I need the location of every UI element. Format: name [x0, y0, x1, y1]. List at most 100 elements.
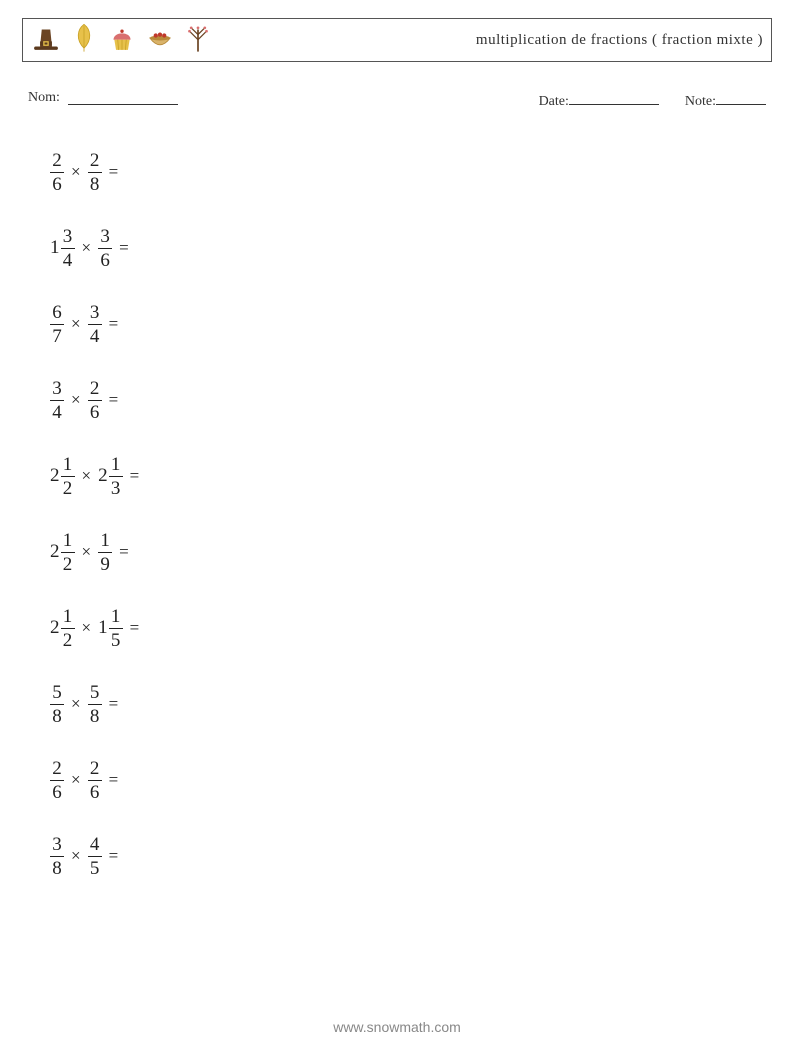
mixed-fraction: 26 [50, 151, 64, 194]
fraction: 12 [61, 607, 75, 650]
fraction: 13 [109, 455, 123, 498]
numerator: 4 [88, 835, 102, 854]
header-icons [29, 21, 215, 60]
fraction-bar [98, 248, 112, 249]
equals-symbol: = [109, 846, 119, 866]
problem-row: 212 × 115 = [50, 590, 772, 666]
problem-row: 67×34= [50, 286, 772, 362]
fraction: 34 [61, 227, 75, 270]
fraction-bar [88, 172, 102, 173]
fraction: 28 [88, 151, 102, 194]
equals-symbol: = [119, 238, 129, 258]
fraction-bar [50, 780, 64, 781]
note-label: Note: [685, 94, 716, 110]
mixed-fraction: 26 [88, 379, 102, 422]
denominator: 4 [61, 251, 75, 270]
denominator: 2 [61, 479, 75, 498]
mixed-fraction: 58 [88, 683, 102, 726]
denominator: 8 [50, 859, 64, 878]
problem-row: 34×26= [50, 362, 772, 438]
numerator: 3 [98, 227, 112, 246]
mixed-fraction: 26 [50, 759, 64, 802]
numerator: 2 [88, 759, 102, 778]
fraction-bar [50, 856, 64, 857]
times-symbol: × [71, 770, 81, 790]
fraction-bar [109, 628, 123, 629]
numerator: 3 [50, 835, 64, 854]
fraction-bar [88, 324, 102, 325]
fraction-bar [61, 552, 75, 553]
basket-icon [143, 21, 177, 60]
mixed-fraction: 19 [98, 531, 112, 574]
denominator: 6 [50, 175, 64, 194]
denominator: 5 [109, 631, 123, 650]
denominator: 6 [98, 251, 112, 270]
fraction-bar [98, 552, 112, 553]
whole-part: 2 [50, 541, 60, 563]
numerator: 2 [50, 759, 64, 778]
mixed-fraction: 34 [88, 303, 102, 346]
fraction: 26 [50, 759, 64, 802]
autumn-leaf-icon [67, 21, 101, 60]
denominator: 4 [88, 327, 102, 346]
fraction-bar [50, 172, 64, 173]
denominator: 3 [109, 479, 123, 498]
equals-symbol: = [130, 466, 140, 486]
whole-part: 2 [50, 617, 60, 639]
fraction: 58 [50, 683, 64, 726]
times-symbol: × [71, 694, 81, 714]
equals-symbol: = [130, 618, 140, 638]
denominator: 7 [50, 327, 64, 346]
footer-text: www.snowmath.com [0, 1019, 794, 1035]
fraction: 12 [61, 455, 75, 498]
numerator: 3 [88, 303, 102, 322]
numerator: 2 [88, 151, 102, 170]
mixed-fraction: 213 [98, 455, 123, 498]
times-symbol: × [82, 466, 92, 486]
fraction-bar [88, 856, 102, 857]
date-blank[interactable] [569, 90, 659, 105]
denominator: 8 [88, 707, 102, 726]
denominator: 2 [61, 555, 75, 574]
note-blank[interactable] [716, 90, 766, 105]
equals-symbol: = [109, 390, 119, 410]
mixed-fraction: 212 [50, 607, 75, 650]
fraction: 67 [50, 303, 64, 346]
fraction: 36 [98, 227, 112, 270]
whole-part: 2 [98, 465, 108, 487]
denominator: 6 [88, 783, 102, 802]
fraction: 34 [88, 303, 102, 346]
equals-symbol: = [109, 694, 119, 714]
fraction: 15 [109, 607, 123, 650]
problems-list: 26×28=134×36=67×34=34×26=212×213=212×19=… [50, 134, 772, 894]
denominator: 5 [88, 859, 102, 878]
whole-part: 1 [50, 237, 60, 259]
numerator: 5 [88, 683, 102, 702]
bare-tree-icon [181, 21, 215, 60]
times-symbol: × [71, 314, 81, 334]
mixed-fraction: 115 [98, 607, 123, 650]
fraction-bar [50, 400, 64, 401]
denominator: 6 [50, 783, 64, 802]
fraction-bar [109, 476, 123, 477]
fraction: 34 [50, 379, 64, 422]
mixed-fraction: 45 [88, 835, 102, 878]
fraction: 26 [88, 379, 102, 422]
mixed-fraction: 134 [50, 227, 75, 270]
times-symbol: × [82, 618, 92, 638]
times-symbol: × [82, 238, 92, 258]
numerator: 2 [88, 379, 102, 398]
mixed-fraction: 58 [50, 683, 64, 726]
fraction: 26 [50, 151, 64, 194]
numerator: 5 [50, 683, 64, 702]
mixed-fraction: 38 [50, 835, 64, 878]
numerator: 6 [50, 303, 64, 322]
equals-symbol: = [109, 770, 119, 790]
numerator: 1 [61, 531, 75, 550]
numerator: 2 [50, 151, 64, 170]
fraction-bar [61, 476, 75, 477]
name-blank[interactable] [68, 90, 178, 105]
fraction: 19 [98, 531, 112, 574]
fraction: 45 [88, 835, 102, 878]
problem-row: 212×19= [50, 514, 772, 590]
